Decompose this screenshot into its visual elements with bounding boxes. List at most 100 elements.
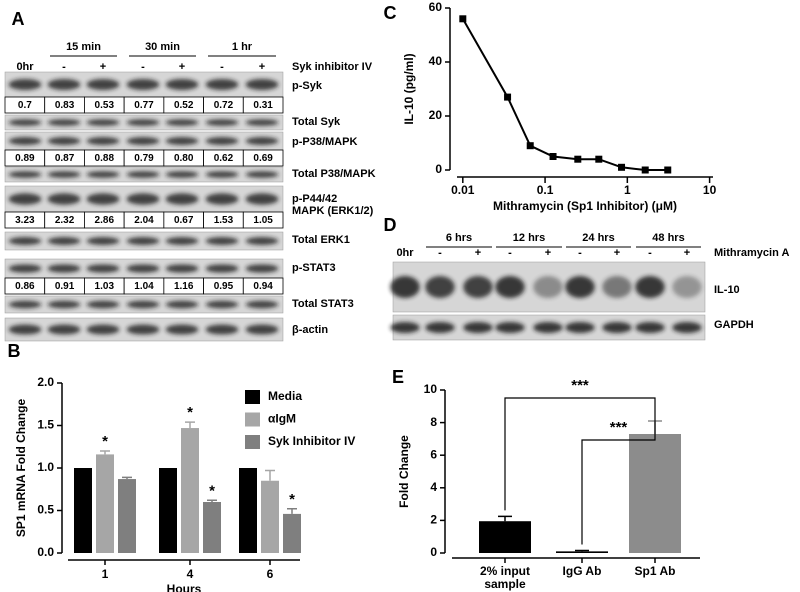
bar (239, 468, 257, 553)
bar (181, 428, 199, 553)
significance-mark: * (187, 404, 193, 421)
quant-value: 0.79 (134, 153, 154, 164)
blot-band (47, 324, 81, 335)
panel-label: A (12, 9, 25, 29)
blot-band (86, 79, 120, 90)
blot-band (205, 79, 239, 90)
x-tick-label: 6 (267, 567, 274, 581)
blot-band (8, 193, 42, 205)
blot-band (463, 322, 493, 333)
blot-band (390, 276, 420, 298)
data-line (461, 18, 668, 171)
blot-band (47, 79, 81, 90)
y-tick-label: 0 (430, 545, 437, 559)
treatment-sign: - (438, 247, 442, 259)
bar (74, 468, 92, 553)
blot-label: MAPK (ERK1/2) (292, 205, 374, 217)
blot-band (245, 264, 279, 273)
error-bar (575, 549, 589, 552)
quant-value: 0.62 (214, 153, 234, 164)
blot-band (245, 119, 279, 126)
quant-value: 0.52 (174, 100, 194, 111)
quant-value: 0.7 (18, 100, 32, 111)
blot-band (245, 237, 279, 245)
comparison-bracket (581, 414, 656, 545)
comparison-label: *** (610, 419, 628, 436)
error-bar (265, 469, 275, 481)
comparison-bracket (504, 397, 656, 511)
blot-band (495, 276, 525, 298)
blot-band (8, 79, 42, 90)
y-tick-label: 0.5 (37, 503, 54, 517)
bar (118, 479, 136, 553)
x-tick-label: 0.1 (537, 183, 554, 197)
blot-band (126, 137, 160, 145)
blot-band (47, 171, 81, 178)
blot-band (565, 276, 595, 298)
quant-value: 0.94 (253, 281, 273, 292)
blot-band (205, 171, 239, 178)
blot-label: p-P44/42 (292, 193, 337, 205)
quant-value: 2.32 (55, 215, 75, 226)
blot-label: Total P38/MAPK (292, 168, 376, 180)
quant-value: 1.53 (214, 215, 234, 226)
y-tick-label: 10 (424, 382, 438, 396)
data-point (618, 163, 626, 171)
quant-value: 0.88 (95, 153, 115, 164)
treatment-sign: + (259, 61, 265, 73)
blot-band (533, 322, 563, 333)
quant-value: 0.67 (174, 215, 194, 226)
quant-value: 0.53 (95, 100, 115, 111)
error-bar (287, 508, 297, 514)
blot-band (126, 324, 160, 335)
blot-band (205, 324, 239, 335)
error-bar (100, 450, 110, 455)
y-tick-label: 60 (429, 0, 443, 14)
quant-value: 0.95 (214, 281, 234, 292)
time-label: 48 hrs (652, 232, 684, 244)
blot-band (8, 324, 42, 335)
blot-band (8, 264, 42, 273)
significance-mark: * (289, 491, 295, 508)
quant-value: 2.04 (134, 215, 154, 226)
blot-band (126, 264, 160, 273)
treatment-sign: + (614, 247, 620, 259)
blot-band (205, 237, 239, 245)
error-bar (498, 515, 512, 522)
data-point (664, 166, 672, 174)
blot-band (165, 264, 199, 273)
treatment-sign: - (648, 247, 652, 259)
quant-box (242, 96, 284, 114)
treatment-sign: - (141, 61, 145, 73)
error-bar (185, 421, 195, 429)
blot-band (602, 276, 632, 298)
blot-band (533, 276, 563, 298)
data-point (504, 93, 512, 101)
blot-band (165, 137, 199, 145)
treatment-sign: - (62, 61, 66, 73)
bar (261, 480, 279, 553)
y-tick-label: 6 (430, 447, 437, 461)
blot-band (425, 322, 455, 333)
y-tick-label: 2 (430, 513, 437, 527)
x-tick-label: Sp1 Ab (634, 565, 676, 578)
x-tick-label-box: IgG Ab (563, 565, 602, 578)
blot-band (126, 193, 160, 205)
blot-band (245, 300, 279, 309)
y-tick-label: 0.0 (37, 545, 54, 559)
y-axis-label: IL-10 (pg/ml) (402, 53, 416, 124)
blot-band (165, 300, 199, 309)
blot-band (165, 193, 199, 205)
quant-value: 0.31 (253, 100, 273, 111)
legend-label: Syk Inhibitor IV (268, 434, 355, 448)
quant-value: 0.87 (55, 153, 75, 164)
blot-band (165, 171, 199, 178)
blot-band (165, 119, 199, 126)
treatment-sign: + (475, 247, 481, 259)
x-tick-label: 4 (187, 567, 194, 581)
blot-band (47, 137, 81, 145)
panel-label: D (384, 215, 397, 235)
blot-band (126, 237, 160, 245)
significance-mark: * (102, 433, 108, 450)
data-point (459, 15, 467, 23)
